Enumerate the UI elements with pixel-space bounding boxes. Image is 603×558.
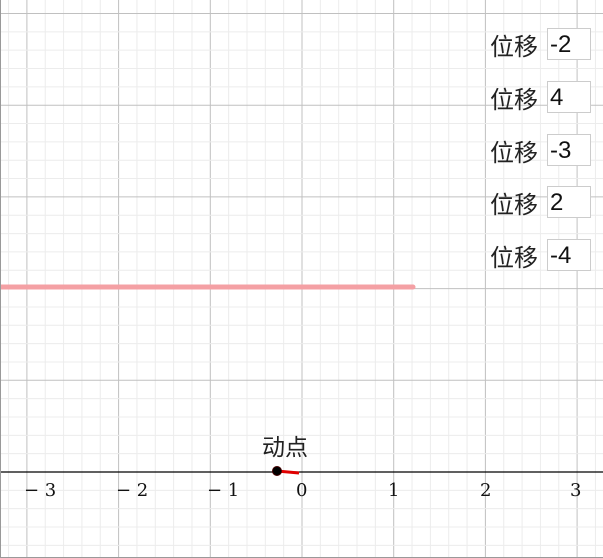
moving-point (272, 466, 282, 476)
displacement-row-3: 位移 -3 (490, 134, 591, 167)
x-tick-label: − 2 (116, 480, 149, 501)
displacement-row-1: 位移 -2 (490, 28, 591, 61)
displacement-input-3[interactable]: -3 (547, 134, 591, 166)
displacement-label: 位移 (490, 243, 538, 272)
x-tick-label: 1 (388, 480, 400, 501)
displacement-label: 位移 (490, 138, 538, 167)
displacement-row-5: 位移 -4 (490, 239, 591, 272)
displacement-label: 位移 (490, 32, 538, 61)
displacement-input-2[interactable]: 4 (547, 81, 591, 113)
x-tick-label: 2 (480, 480, 492, 501)
displacement-label: 位移 (490, 190, 538, 219)
x-tick-label: 0 (296, 480, 308, 501)
x-tick-label: 3 (570, 480, 582, 501)
displacement-input-1[interactable]: -2 (547, 28, 591, 60)
displacement-row-2: 位移 4 (490, 81, 591, 114)
displacement-input-5[interactable]: -4 (547, 239, 591, 271)
moving-point-label: 动点 (262, 435, 308, 461)
x-tick-label: − 3 (24, 480, 57, 501)
displacement-input-4[interactable]: 2 (547, 186, 591, 218)
displacement-row-4: 位移 2 (490, 186, 591, 219)
displacement-label: 位移 (490, 85, 538, 114)
x-tick-label: − 1 (207, 480, 240, 501)
